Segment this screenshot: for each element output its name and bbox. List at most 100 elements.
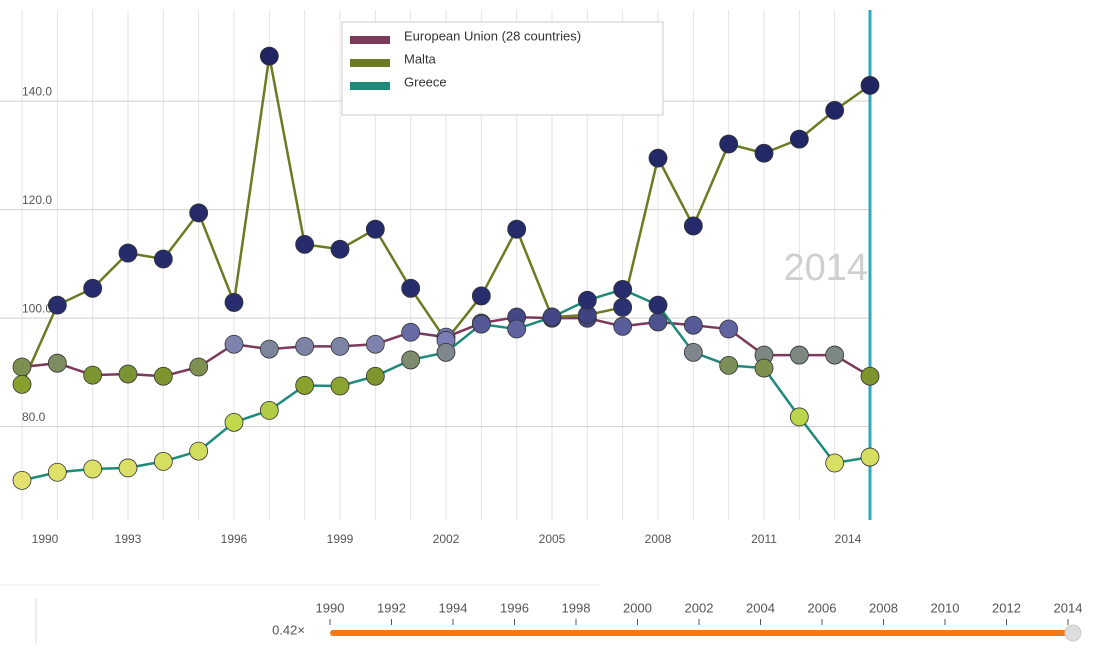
legend-label: Malta — [404, 51, 437, 66]
marker — [789, 129, 809, 149]
slider-label: 2010 — [931, 600, 960, 615]
legend-swatch — [350, 82, 390, 90]
marker — [365, 334, 385, 354]
slider-label: 2004 — [746, 600, 775, 615]
marker — [754, 358, 774, 378]
y-tick-label: 120.0 — [22, 193, 52, 207]
marker — [471, 314, 491, 334]
marker — [719, 355, 739, 375]
marker — [295, 234, 315, 254]
marker — [683, 342, 703, 362]
marker — [330, 336, 350, 356]
marker — [12, 374, 32, 394]
marker — [259, 339, 279, 359]
slider-knob[interactable] — [1064, 624, 1082, 642]
marker — [789, 345, 809, 365]
marker — [648, 312, 668, 332]
marker — [118, 458, 138, 478]
marker — [860, 447, 880, 467]
x-tick-label: 1999 — [327, 532, 354, 546]
x-tick-label: 1996 — [221, 532, 248, 546]
legend-swatch — [350, 36, 390, 44]
slider-track — [330, 630, 1068, 636]
marker — [648, 148, 668, 168]
slider-label: 2002 — [685, 600, 714, 615]
marker — [153, 452, 173, 471]
marker — [648, 295, 668, 315]
marker — [719, 319, 739, 339]
marker — [47, 462, 67, 482]
marker — [507, 219, 527, 239]
legend-label: European Union (28 countries) — [404, 28, 581, 43]
marker — [224, 334, 244, 354]
marker — [224, 412, 244, 432]
marker — [153, 249, 173, 269]
marker — [683, 216, 703, 236]
marker — [47, 295, 67, 315]
x-tick-label: 2014 — [835, 532, 862, 546]
marker — [825, 100, 845, 120]
x-tick-label: 2002 — [433, 532, 460, 546]
slider-label: 1994 — [439, 600, 468, 615]
y-tick-label: 80.0 — [22, 410, 46, 424]
marker — [719, 134, 739, 154]
slider-label: 2012 — [992, 600, 1021, 615]
marker — [47, 353, 67, 373]
slider-label: 2008 — [869, 600, 898, 615]
marker — [153, 366, 173, 386]
slider-label: 1990 — [316, 600, 345, 615]
marker — [295, 376, 315, 395]
marker — [613, 316, 633, 336]
marker — [118, 243, 138, 263]
marker — [189, 357, 209, 377]
marker — [12, 357, 32, 377]
marker — [825, 345, 845, 365]
marker — [189, 441, 209, 461]
marker — [12, 470, 32, 490]
x-tick-label: 2011 — [751, 532, 777, 546]
legend-swatch — [350, 59, 390, 67]
current-year: 2014 — [783, 247, 868, 289]
marker — [613, 297, 633, 317]
marker — [471, 286, 491, 306]
marker — [789, 407, 809, 427]
marker — [401, 278, 421, 298]
marker — [330, 239, 350, 259]
marker — [330, 376, 350, 396]
slider-label: 1996 — [500, 600, 529, 615]
y-tick-label: 100.0 — [22, 301, 52, 315]
slider-label: 2000 — [623, 600, 652, 615]
marker — [860, 366, 880, 386]
marker — [259, 46, 279, 66]
marker — [825, 453, 845, 473]
legend-box — [341, 21, 664, 116]
marker — [860, 76, 880, 95]
marker — [189, 203, 209, 223]
marker — [542, 307, 562, 327]
marker — [401, 322, 421, 342]
marker — [683, 315, 703, 335]
x-tick-label: 2005 — [539, 532, 566, 546]
marker — [365, 366, 385, 386]
slider-label: 1998 — [562, 600, 591, 615]
marker — [83, 365, 103, 385]
marker — [83, 278, 103, 298]
marker — [754, 143, 774, 163]
legend-label: Greece — [404, 74, 447, 89]
marker — [365, 219, 385, 239]
marker — [83, 459, 103, 479]
marker — [224, 293, 244, 312]
x-tick-label: 1993 — [115, 532, 142, 546]
marker — [436, 342, 456, 362]
marker — [613, 280, 633, 299]
x-tick-label: 1990 — [32, 532, 59, 546]
slider-label: 2006 — [808, 600, 837, 615]
y-tick-label: 140.0 — [22, 84, 52, 98]
marker — [259, 401, 279, 420]
marker — [507, 319, 527, 339]
speed-label[interactable]: 0.42× — [272, 622, 305, 637]
marker — [577, 290, 597, 310]
marker — [401, 350, 421, 370]
marker — [295, 336, 315, 356]
